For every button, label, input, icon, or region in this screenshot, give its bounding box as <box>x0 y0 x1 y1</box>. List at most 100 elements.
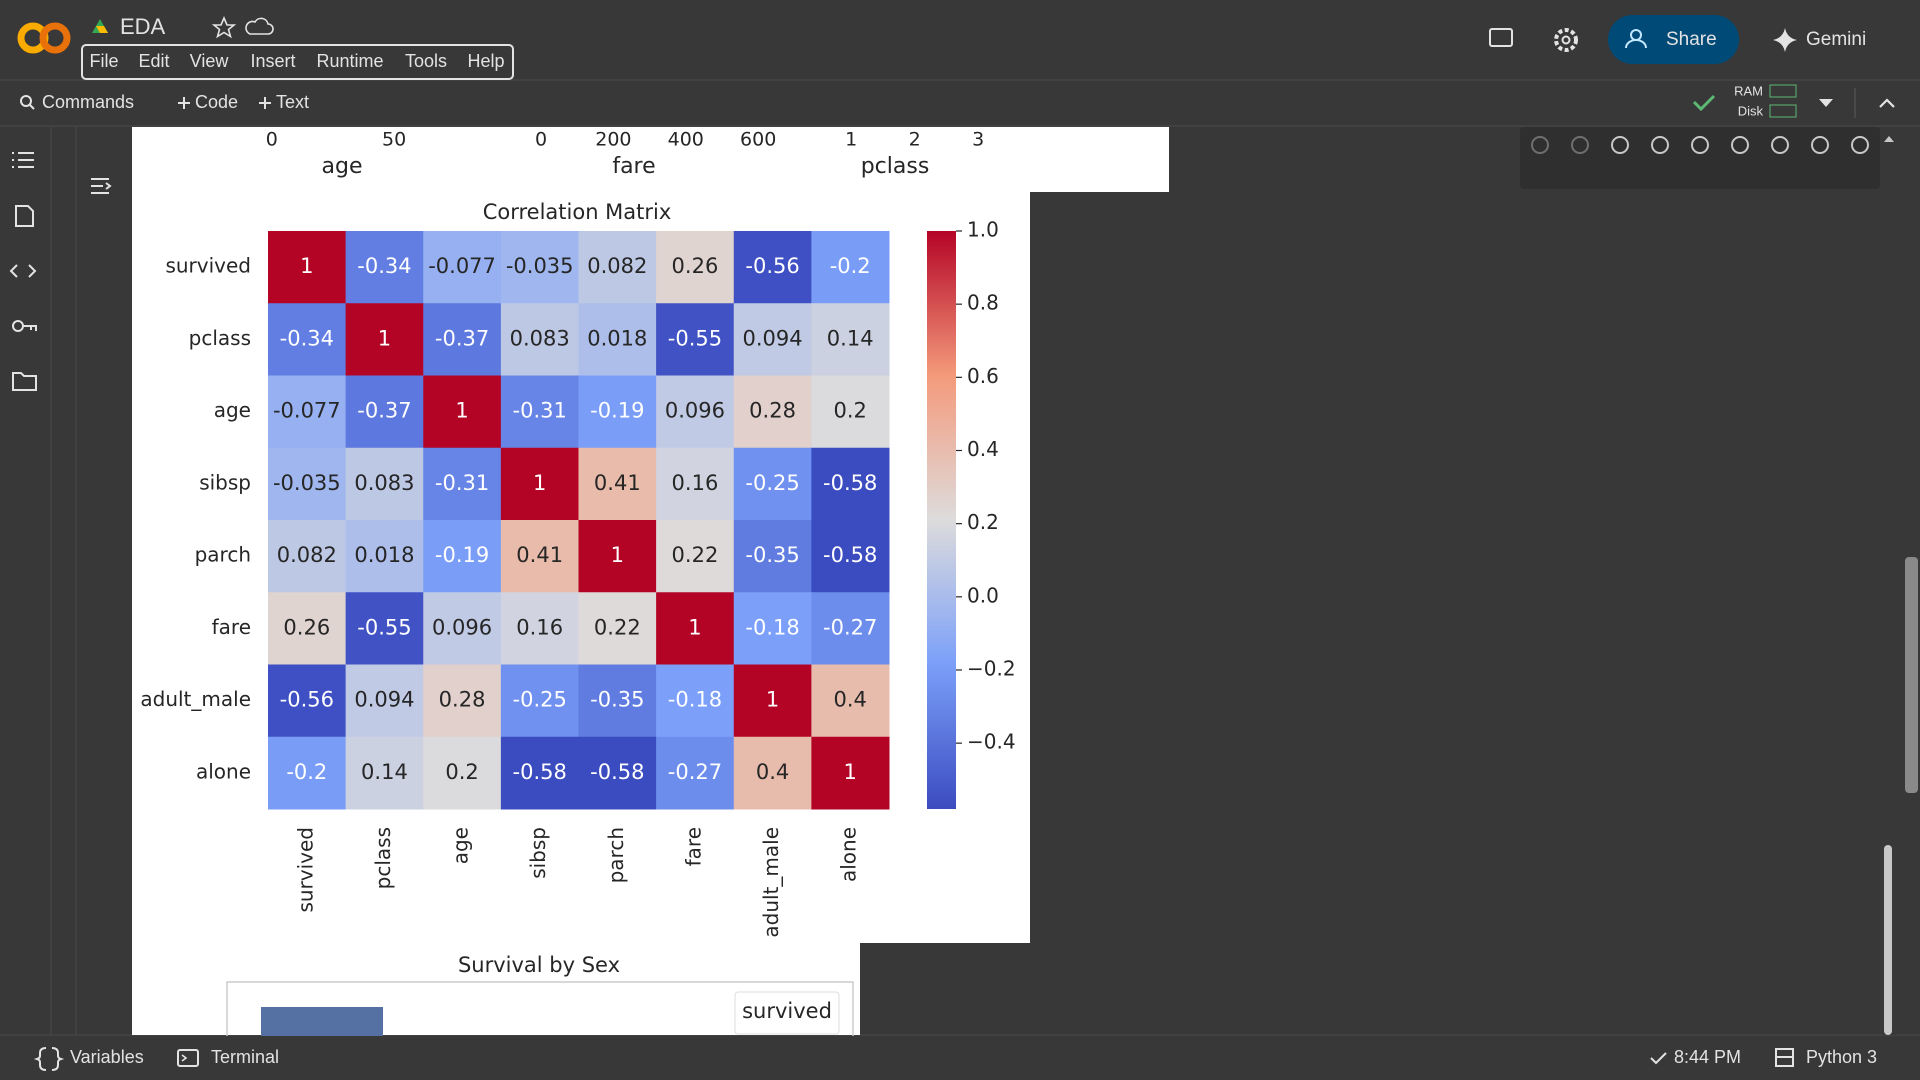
cell-value-label: 0.16 <box>672 471 719 495</box>
cell-value-label: -0.55 <box>668 326 722 350</box>
secrets[interactable] <box>12 320 37 332</box>
cell-value-label: 1 <box>766 688 779 712</box>
notebook-title[interactable]: EDA <box>120 14 166 39</box>
x-axis-label: pclass <box>861 154 930 179</box>
x-tick-label: sibsp <box>526 827 550 879</box>
cell-value-label: -0.2 <box>286 760 327 784</box>
find-replace[interactable] <box>15 205 34 227</box>
heatmap-cell <box>268 447 347 521</box>
heatmap-cell <box>268 520 347 593</box>
menu-item[interactable]: Insert <box>250 51 295 71</box>
menu-item[interactable]: Edit <box>138 51 169 71</box>
left-rail <box>0 127 51 1035</box>
disk-meter <box>1769 104 1797 118</box>
settings-icon[interactable] <box>1554 28 1578 52</box>
resources-dropdown[interactable] <box>1819 99 1833 107</box>
cell-value-label: -0.56 <box>280 688 334 712</box>
x-tick-label: 0 <box>535 129 547 151</box>
search-icon <box>20 95 32 107</box>
variables-button[interactable]: Variables <box>70 1047 144 1067</box>
cell-value-label: -0.31 <box>435 471 489 495</box>
scroll-up[interactable] <box>1884 136 1894 142</box>
heatmap-cell <box>500 375 579 449</box>
heatmap-cell <box>733 736 812 810</box>
menu-item[interactable]: Help <box>467 51 504 71</box>
gemini-label[interactable]: Gemini <box>1806 29 1866 50</box>
chart-title: Correlation Matrix <box>483 200 672 224</box>
cell-link-button[interactable] <box>1651 136 1669 154</box>
terminal-button[interactable]: Terminal <box>211 1047 279 1067</box>
kernel-label[interactable]: Python 3 <box>1806 1047 1877 1067</box>
cell-more-button[interactable] <box>1851 136 1869 154</box>
menu-item[interactable]: File <box>89 51 118 71</box>
x-tick-label: 200 <box>595 129 631 151</box>
cell-value-label: -0.58 <box>823 543 877 567</box>
output-toggle[interactable] <box>91 178 112 194</box>
execution-time[interactable]: 8:44 PM <box>1674 1047 1741 1067</box>
add-code-button[interactable]: Code <box>195 92 238 112</box>
cell-value-label: 0.14 <box>827 326 874 350</box>
cell-value-label: 1 <box>688 615 701 639</box>
logo[interactable] <box>39 22 71 54</box>
heatmap-cell <box>345 520 424 593</box>
star-icon[interactable] <box>211 15 237 39</box>
heatmap-cell <box>578 447 657 521</box>
heatmap-cell <box>500 664 579 738</box>
scrollbar-thumb[interactable] <box>1884 845 1892 1035</box>
colorbar <box>927 231 956 809</box>
cell-value-label: 0.4 <box>756 760 789 784</box>
cell-move-down-button[interactable] <box>1571 136 1589 154</box>
comment-icon[interactable] <box>1489 28 1513 47</box>
heatmap-cell <box>578 664 657 738</box>
cell-settings-button[interactable] <box>1731 136 1749 154</box>
y-tick-label: pclass <box>189 326 251 350</box>
scrollbar-thumb[interactable] <box>1905 557 1918 793</box>
menu-focus <box>81 44 514 80</box>
y-tick-label: parch <box>195 543 251 567</box>
x-tick-label: 0 <box>266 129 278 151</box>
cell-mirror-button[interactable] <box>1771 136 1789 154</box>
cloud-icon[interactable] <box>245 17 274 35</box>
ram-meter <box>1769 84 1797 98</box>
table-of-contents[interactable] <box>12 152 34 168</box>
cell-value-label: 0.096 <box>432 615 492 639</box>
commands-button[interactable]: Commands <box>42 92 134 112</box>
cell-comment-button[interactable] <box>1691 136 1709 154</box>
menu-item[interactable]: View <box>190 51 230 71</box>
cell-value-label: 0.094 <box>743 326 803 350</box>
cell-value-label: -0.34 <box>280 326 334 350</box>
x-tick-label: 50 <box>382 129 406 151</box>
cell-value-label: 0.41 <box>594 471 641 495</box>
share-button[interactable] <box>1608 15 1739 64</box>
heatmap-cell <box>423 592 502 665</box>
heatmap-cell <box>345 375 424 449</box>
heatmap-cell <box>578 736 657 810</box>
variables-icon <box>33 1047 65 1071</box>
x-tick-label: 1 <box>845 129 857 151</box>
cell-value-label: -0.35 <box>745 543 799 567</box>
heatmap-cell <box>500 303 579 376</box>
code-snippets[interactable] <box>9 264 37 278</box>
heatmap-cell <box>656 520 735 593</box>
share-label[interactable]: Share <box>1666 29 1717 50</box>
gemini-icon[interactable] <box>1773 28 1797 52</box>
cell-delete-button[interactable] <box>1811 136 1829 154</box>
settings-icon <box>1561 35 1571 45</box>
files[interactable] <box>12 372 37 391</box>
cell-value-label: -0.55 <box>357 615 411 639</box>
cell-value-label: 0.4 <box>833 688 866 712</box>
heatmap-cell <box>811 231 890 304</box>
menu-item[interactable]: Tools <box>405 51 447 71</box>
add-text-button[interactable]: Text <box>276 92 309 112</box>
heatmap-cell <box>578 231 657 304</box>
menu-item[interactable]: Runtime <box>316 51 383 71</box>
cell-gemini-button[interactable] <box>1611 136 1629 154</box>
cell-value-label: -0.37 <box>357 399 411 423</box>
heatmap-cell <box>423 447 502 521</box>
collapse-header[interactable] <box>1879 98 1895 108</box>
cell-move-up-button[interactable] <box>1531 136 1549 154</box>
heatmap-cell <box>268 592 347 665</box>
cell-value-label: -0.58 <box>590 760 644 784</box>
heatmap-cell <box>733 592 812 665</box>
